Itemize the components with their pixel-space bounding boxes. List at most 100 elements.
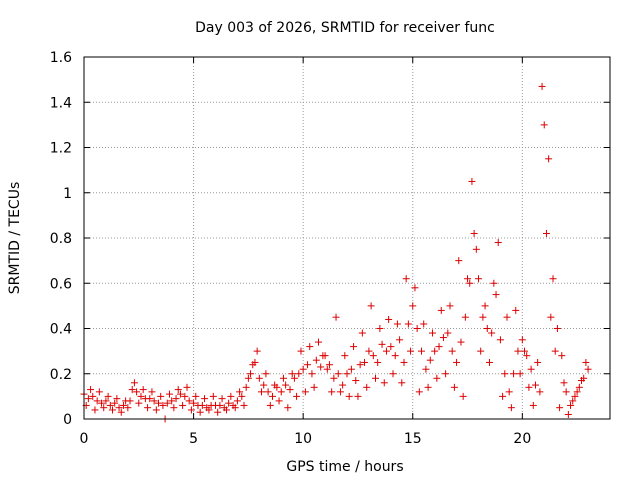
data-point xyxy=(420,320,428,328)
data-point xyxy=(297,347,305,355)
data-point xyxy=(240,401,248,409)
data-point xyxy=(347,365,355,373)
data-point xyxy=(560,379,568,387)
y-tick-label: 0.6 xyxy=(50,276,72,292)
data-point xyxy=(323,365,331,373)
data-point xyxy=(163,399,171,407)
data-point xyxy=(545,155,553,163)
data-point xyxy=(389,370,397,378)
data-point xyxy=(304,361,312,369)
data-point xyxy=(288,370,296,378)
data-point xyxy=(150,397,158,405)
data-point xyxy=(387,343,395,351)
data-point xyxy=(407,347,415,355)
data-point xyxy=(547,313,555,321)
data-point xyxy=(477,347,485,355)
data-point xyxy=(332,313,340,321)
data-point xyxy=(418,347,426,355)
data-point xyxy=(542,229,550,237)
data-point xyxy=(492,291,500,299)
data-point xyxy=(187,406,195,414)
data-point xyxy=(575,383,583,391)
data-point xyxy=(170,404,178,412)
data-point xyxy=(266,401,274,409)
data-point xyxy=(470,229,478,237)
data-point xyxy=(249,361,257,369)
data-point xyxy=(400,358,408,366)
data-point xyxy=(176,390,184,398)
data-point xyxy=(413,325,421,332)
data-point xyxy=(124,404,132,412)
data-point xyxy=(516,370,524,378)
data-point xyxy=(350,343,358,351)
data-point xyxy=(319,352,327,360)
y-tick-label: 0 xyxy=(63,412,72,428)
data-point xyxy=(330,374,338,382)
data-point xyxy=(573,388,581,396)
data-point xyxy=(128,386,136,394)
data-point xyxy=(380,379,388,387)
data-point xyxy=(415,388,423,396)
data-point xyxy=(505,388,513,396)
data-point xyxy=(428,329,436,337)
data-point xyxy=(113,395,121,403)
y-tick-label: 1.2 xyxy=(50,141,72,157)
data-point xyxy=(214,408,222,416)
data-point xyxy=(404,320,412,328)
data-point xyxy=(301,388,309,396)
data-point xyxy=(361,358,369,366)
data-point xyxy=(453,358,461,366)
data-point xyxy=(253,347,261,355)
data-point xyxy=(148,388,156,396)
data-point xyxy=(284,404,292,412)
data-point xyxy=(290,374,298,382)
data-point xyxy=(523,352,531,360)
data-point xyxy=(205,406,213,414)
data-point xyxy=(518,336,526,344)
data-point xyxy=(385,315,393,323)
y-tick-label: 0.4 xyxy=(50,322,72,338)
data-point xyxy=(571,392,579,400)
data-point xyxy=(93,397,101,405)
data-point xyxy=(367,302,375,310)
data-point xyxy=(356,361,364,369)
data-point xyxy=(117,408,125,416)
data-point xyxy=(260,381,268,389)
data-point xyxy=(192,392,200,400)
data-point xyxy=(165,390,173,398)
data-point xyxy=(358,329,366,337)
data-point xyxy=(183,383,191,391)
grid xyxy=(84,57,610,419)
data-point xyxy=(435,343,443,351)
data-point xyxy=(479,313,487,321)
data-point xyxy=(258,388,266,396)
data-point xyxy=(540,121,548,129)
data-point xyxy=(345,392,353,400)
data-point xyxy=(317,363,325,371)
data-point xyxy=(402,275,410,283)
y-tick-label: 0.8 xyxy=(50,231,72,247)
data-point xyxy=(411,284,419,292)
data-point xyxy=(181,392,189,400)
data-point xyxy=(531,381,539,389)
data-point xyxy=(578,377,586,385)
data-point xyxy=(104,392,112,400)
data-point xyxy=(369,352,377,360)
x-tick-label: 20 xyxy=(513,431,531,447)
x-tick-label: 5 xyxy=(189,431,198,447)
data-point xyxy=(310,383,318,391)
data-point xyxy=(339,381,347,389)
data-point xyxy=(382,347,390,355)
data-point xyxy=(137,392,145,400)
data-point xyxy=(84,395,92,403)
data-point xyxy=(569,397,577,405)
data-point xyxy=(538,82,546,90)
data-point xyxy=(106,401,114,409)
data-point xyxy=(146,395,154,403)
data-point xyxy=(155,399,163,407)
data-point xyxy=(558,352,566,360)
data-point xyxy=(439,334,447,342)
data-point xyxy=(536,388,544,396)
data-point xyxy=(119,401,127,409)
data-point xyxy=(343,370,351,378)
